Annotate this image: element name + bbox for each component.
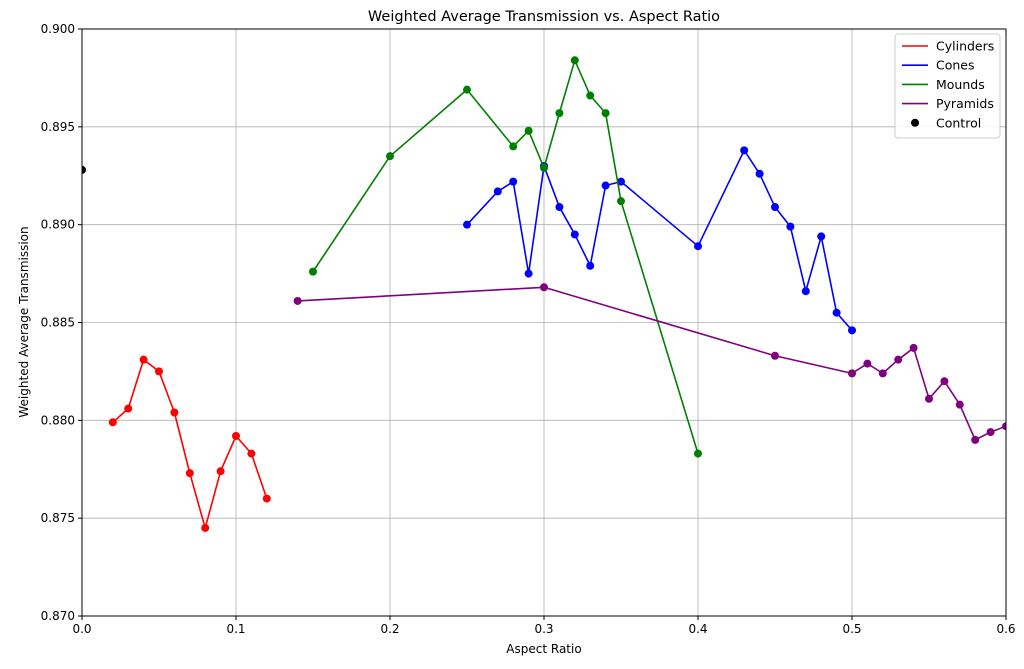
pyramids-data-point: [971, 435, 980, 444]
cylinders-data-point: [139, 355, 148, 364]
control-data-point: [82, 165, 86, 174]
mounds-data-point: [386, 152, 394, 161]
pyramids-data-point: [986, 428, 995, 437]
cones-data-point: [786, 222, 795, 231]
y-tick-label: 0.875: [41, 511, 75, 525]
pyramids-data-point: [293, 296, 302, 305]
pyramids-data-point: [955, 400, 964, 409]
axis-ticks: 0.0 0.1 0.2 0.3 0.4 0.5 0.6 0.870 0.875 0.880 0.88…: [41, 22, 1016, 636]
cylinders-data-point: [201, 523, 210, 532]
cylinders-data-point: [262, 494, 271, 503]
pyramids-data-point: [863, 359, 872, 368]
mounds-data-point: [694, 449, 702, 458]
y-tick-label: 0.880: [41, 413, 75, 427]
y-tick-label: 0.895: [41, 120, 75, 134]
pyramids-data-point: [925, 394, 933, 403]
cones-data-point: [601, 181, 610, 190]
mounds-series-line: [312, 59, 699, 454]
x-tick-label: 0.4: [688, 622, 707, 636]
mounds-data-point: [617, 197, 625, 206]
cylinders-data-point: [155, 367, 163, 376]
cylinders-data-point: [232, 431, 240, 440]
x-tick-label: 0.6: [996, 622, 1015, 636]
y-tick-label: 0.890: [41, 218, 75, 232]
x-tick-label: 0.2: [380, 622, 399, 636]
legend-swatch-control: [911, 118, 919, 127]
cones-data-point: [524, 269, 533, 278]
cones-data-point: [801, 287, 810, 296]
legend-label-control: Control: [936, 115, 981, 130]
x-tick-label: 0.1: [226, 622, 245, 636]
cones-data-point: [555, 203, 564, 212]
cones-data-point: [817, 232, 826, 241]
pyramids-data-point: [1002, 422, 1006, 431]
pyramids-data-point: [848, 369, 856, 378]
pyramids-data-point: [878, 369, 887, 378]
legend-label-mounds: Mounds: [936, 77, 985, 92]
y-tick-label: 0.870: [41, 609, 75, 623]
plot-area: [82, 56, 1006, 532]
legend-label-cylinders: Cylinders: [936, 39, 994, 54]
cones-data-point: [570, 230, 579, 239]
cylinders-data-point: [185, 469, 194, 478]
mounds-data-point: [524, 126, 533, 135]
y-tick-label: 0.900: [41, 22, 75, 36]
mounds-data-point: [570, 56, 579, 65]
mounds-data-point: [463, 85, 471, 94]
y-tick-label: 0.885: [41, 316, 75, 330]
cones-data-point: [509, 177, 518, 186]
cones-data-point: [740, 146, 749, 155]
legend-box: [894, 33, 1001, 139]
cones-data-point: [832, 308, 841, 317]
cones-data-point: [617, 177, 625, 186]
cones-data-point: [848, 326, 856, 335]
pyramids-data-point: [771, 351, 779, 360]
mounds-data-point: [309, 267, 317, 276]
cones-data-point: [771, 203, 779, 212]
cylinders-data-point: [216, 467, 225, 476]
mounds-data-point: [601, 109, 610, 118]
cones-data-point: [493, 187, 502, 196]
cones-data-point: [755, 169, 764, 178]
legend: Cylinders Cones Mounds Pyramids Control: [894, 33, 1001, 139]
mounds-data-point: [586, 91, 595, 100]
cylinders-data-point: [124, 404, 133, 413]
pyramids-data-point: [940, 377, 949, 386]
mounds-data-point: [555, 109, 564, 118]
cylinders-data-point: [170, 408, 179, 417]
pyramids-series-line: [297, 286, 1006, 441]
pyramids-data-point: [540, 283, 548, 292]
legend-label-pyramids: Pyramids: [936, 96, 994, 111]
cylinders-data-point: [108, 418, 117, 427]
cones-data-point: [463, 220, 471, 229]
series-group: [82, 56, 1006, 532]
x-tick-label: 0.0: [72, 622, 91, 636]
pyramids-data-point: [894, 355, 903, 364]
cylinders-data-point: [247, 449, 256, 458]
chart-title: Weighted Average Transmission vs. Aspect…: [368, 9, 720, 25]
pyramids-data-point: [909, 343, 918, 352]
legend-label-cones: Cones: [936, 58, 975, 73]
mounds-data-point: [540, 163, 548, 172]
x-axis-label: Aspect Ratio: [506, 642, 581, 656]
cones-data-point: [694, 242, 702, 251]
mounds-data-point: [509, 142, 518, 151]
x-tick-label: 0.5: [842, 622, 861, 636]
y-axis-label: Weighted Average Transmission: [17, 226, 31, 417]
cones-data-point: [586, 261, 595, 270]
x-tick-label: 0.3: [534, 622, 553, 636]
